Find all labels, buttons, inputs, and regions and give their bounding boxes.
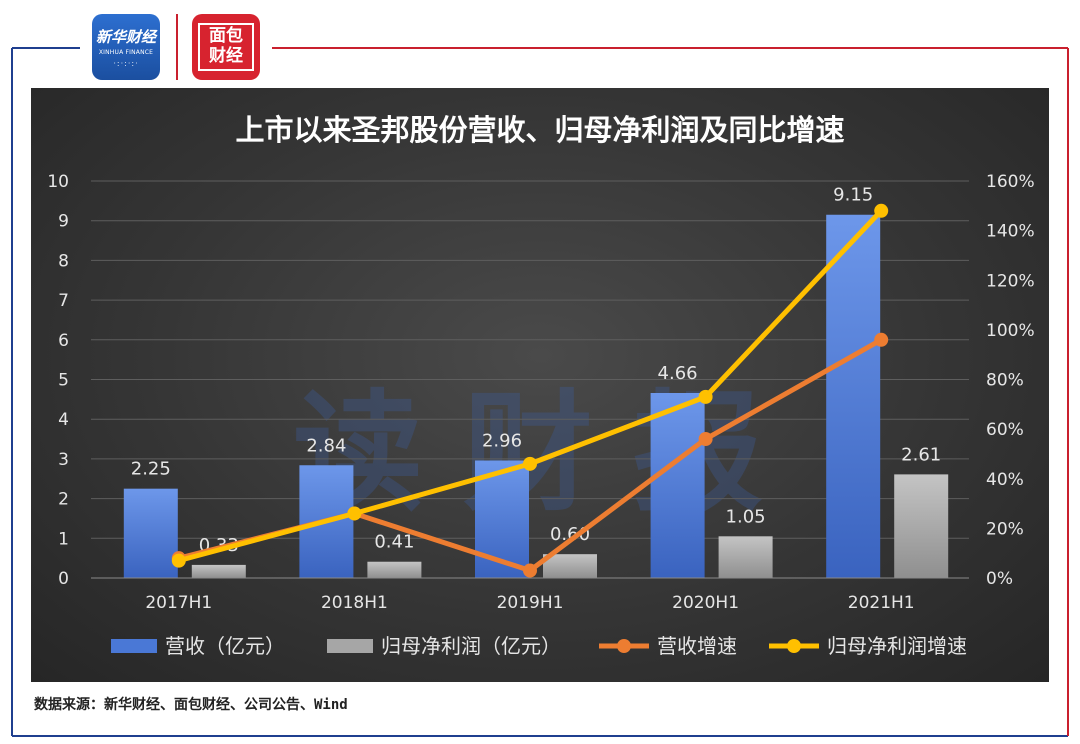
bar-series [123, 214, 949, 578]
bar-data-labels: 2.252.84 2.964.669.150.33 0.41 0.601.052.61 [131, 185, 941, 556]
right-axis-tick-label: 160% [986, 172, 1035, 192]
left-axis-tick-label: 7 [58, 291, 69, 311]
mianbao-logo-cn: 面包财经 [198, 23, 254, 71]
line-series [171, 203, 889, 578]
revenue-bar [475, 460, 529, 578]
legend-label: 归母净利润（亿元） [381, 634, 561, 658]
left-axis-tick-label: 9 [58, 212, 69, 232]
revenue-bar [826, 214, 881, 578]
legend-bar-swatch [327, 639, 373, 653]
left-axis-tick-label: 4 [58, 410, 69, 430]
logo-separator [176, 14, 178, 80]
x-axis: 2017H1 2018H1 2019H1 2020H1 2021H1 [91, 577, 969, 613]
legend-label: 归母净利润增速 [827, 634, 967, 658]
x-axis-tick-label: 2021H1 [848, 593, 915, 613]
x-axis-tick-label: 2018H1 [321, 593, 388, 613]
right-axis-tick-label: 120% [986, 271, 1035, 291]
net-profit-bar [191, 564, 246, 578]
mianbao-finance-logo: 面包财经 [192, 14, 260, 80]
chart-panel: 读财报 上市以来圣邦股份营收、归母净利润及同比增速 0 1 2 3 4 5 6 7 8 9 10 0… [31, 88, 1049, 682]
xinhua-logo-dots-icon: ·:·:·:· [113, 59, 139, 68]
revenue-growth-point [523, 563, 537, 578]
right-axis-tick-label: 80% [986, 371, 1024, 391]
legend-marker [787, 639, 801, 653]
net-profit-growth-point [698, 389, 713, 404]
legend: 营收（亿元） 归母净利润（亿元） 营收增速 归母净利润增速 [111, 634, 967, 658]
revenue-growth-point [874, 332, 889, 347]
x-axis-tick-label: 2019H1 [497, 593, 564, 613]
net-profit-bar [367, 561, 422, 578]
x-axis-tick-label: 2017H1 [145, 593, 212, 613]
revenue-bar-label: 2.84 [306, 435, 346, 456]
legend-label: 营收增速 [657, 634, 737, 658]
left-axis: 0 1 2 3 4 5 6 7 8 9 10 [47, 172, 69, 589]
net-profit-growth-point [347, 506, 362, 521]
right-axis-tick-label: 20% [986, 519, 1024, 539]
net-profit-bar [543, 554, 597, 578]
source-note: 数据来源：新华财经、面包财经、公司公告、Wind [34, 697, 348, 713]
chart-title: 上市以来圣邦股份营收、归母净利润及同比增速 [235, 113, 844, 147]
right-axis-tick-label: 140% [986, 222, 1035, 242]
xinhua-logo-en: XINHUA FINANCE [98, 49, 154, 56]
revenue-bar [123, 488, 178, 578]
revenue-bar-label: 2.25 [131, 459, 171, 480]
right-axis-tick-label: 100% [986, 321, 1035, 341]
xinhua-logo-cn: 新华财经 [95, 28, 156, 46]
left-axis-tick-label: 8 [58, 251, 69, 271]
net-profit-bar-label: 2.61 [901, 444, 941, 465]
x-axis-tick-label: 2020H1 [672, 593, 739, 613]
left-axis-tick-label: 10 [47, 172, 69, 192]
right-axis: 0% 20% 40% 60% 80% 100% 120% 140% 160% [986, 172, 1035, 589]
left-axis-tick-label: 1 [58, 529, 69, 549]
net-profit-growth-point [874, 203, 889, 218]
right-axis-tick-label: 40% [986, 470, 1024, 490]
revenue-bar-label: 2.96 [482, 430, 522, 451]
revenue-bar [650, 392, 705, 578]
net-profit-bar-label: 0.60 [550, 524, 590, 545]
revenue-growth-point [698, 432, 713, 447]
right-axis-tick-label: 60% [986, 420, 1024, 440]
left-axis-tick-label: 6 [58, 331, 69, 351]
legend-label: 营收（亿元） [165, 634, 285, 658]
xinhua-finance-logo: 新华财经 XINHUA FINANCE ·:·:·:· [92, 14, 160, 80]
revenue-bar-label: 4.66 [658, 363, 698, 384]
left-axis-tick-label: 5 [58, 371, 69, 391]
left-axis-tick-label: 2 [58, 490, 69, 510]
left-axis-tick-label: 0 [58, 569, 69, 589]
net-profit-bar [894, 474, 949, 578]
net-profit-bar-label: 1.05 [726, 506, 766, 527]
left-axis-tick-label: 3 [58, 450, 69, 470]
net-profit-growth-point [171, 553, 186, 568]
net-profit-bar-label: 0.41 [374, 532, 414, 553]
legend-marker [617, 639, 631, 653]
revenue-bar-label: 9.15 [833, 185, 873, 206]
right-axis-tick-label: 0% [986, 569, 1013, 589]
grid-lines [91, 180, 969, 579]
net-profit-bar [718, 536, 773, 578]
net-profit-growth-point [523, 456, 537, 471]
legend-bar-swatch [111, 639, 157, 653]
